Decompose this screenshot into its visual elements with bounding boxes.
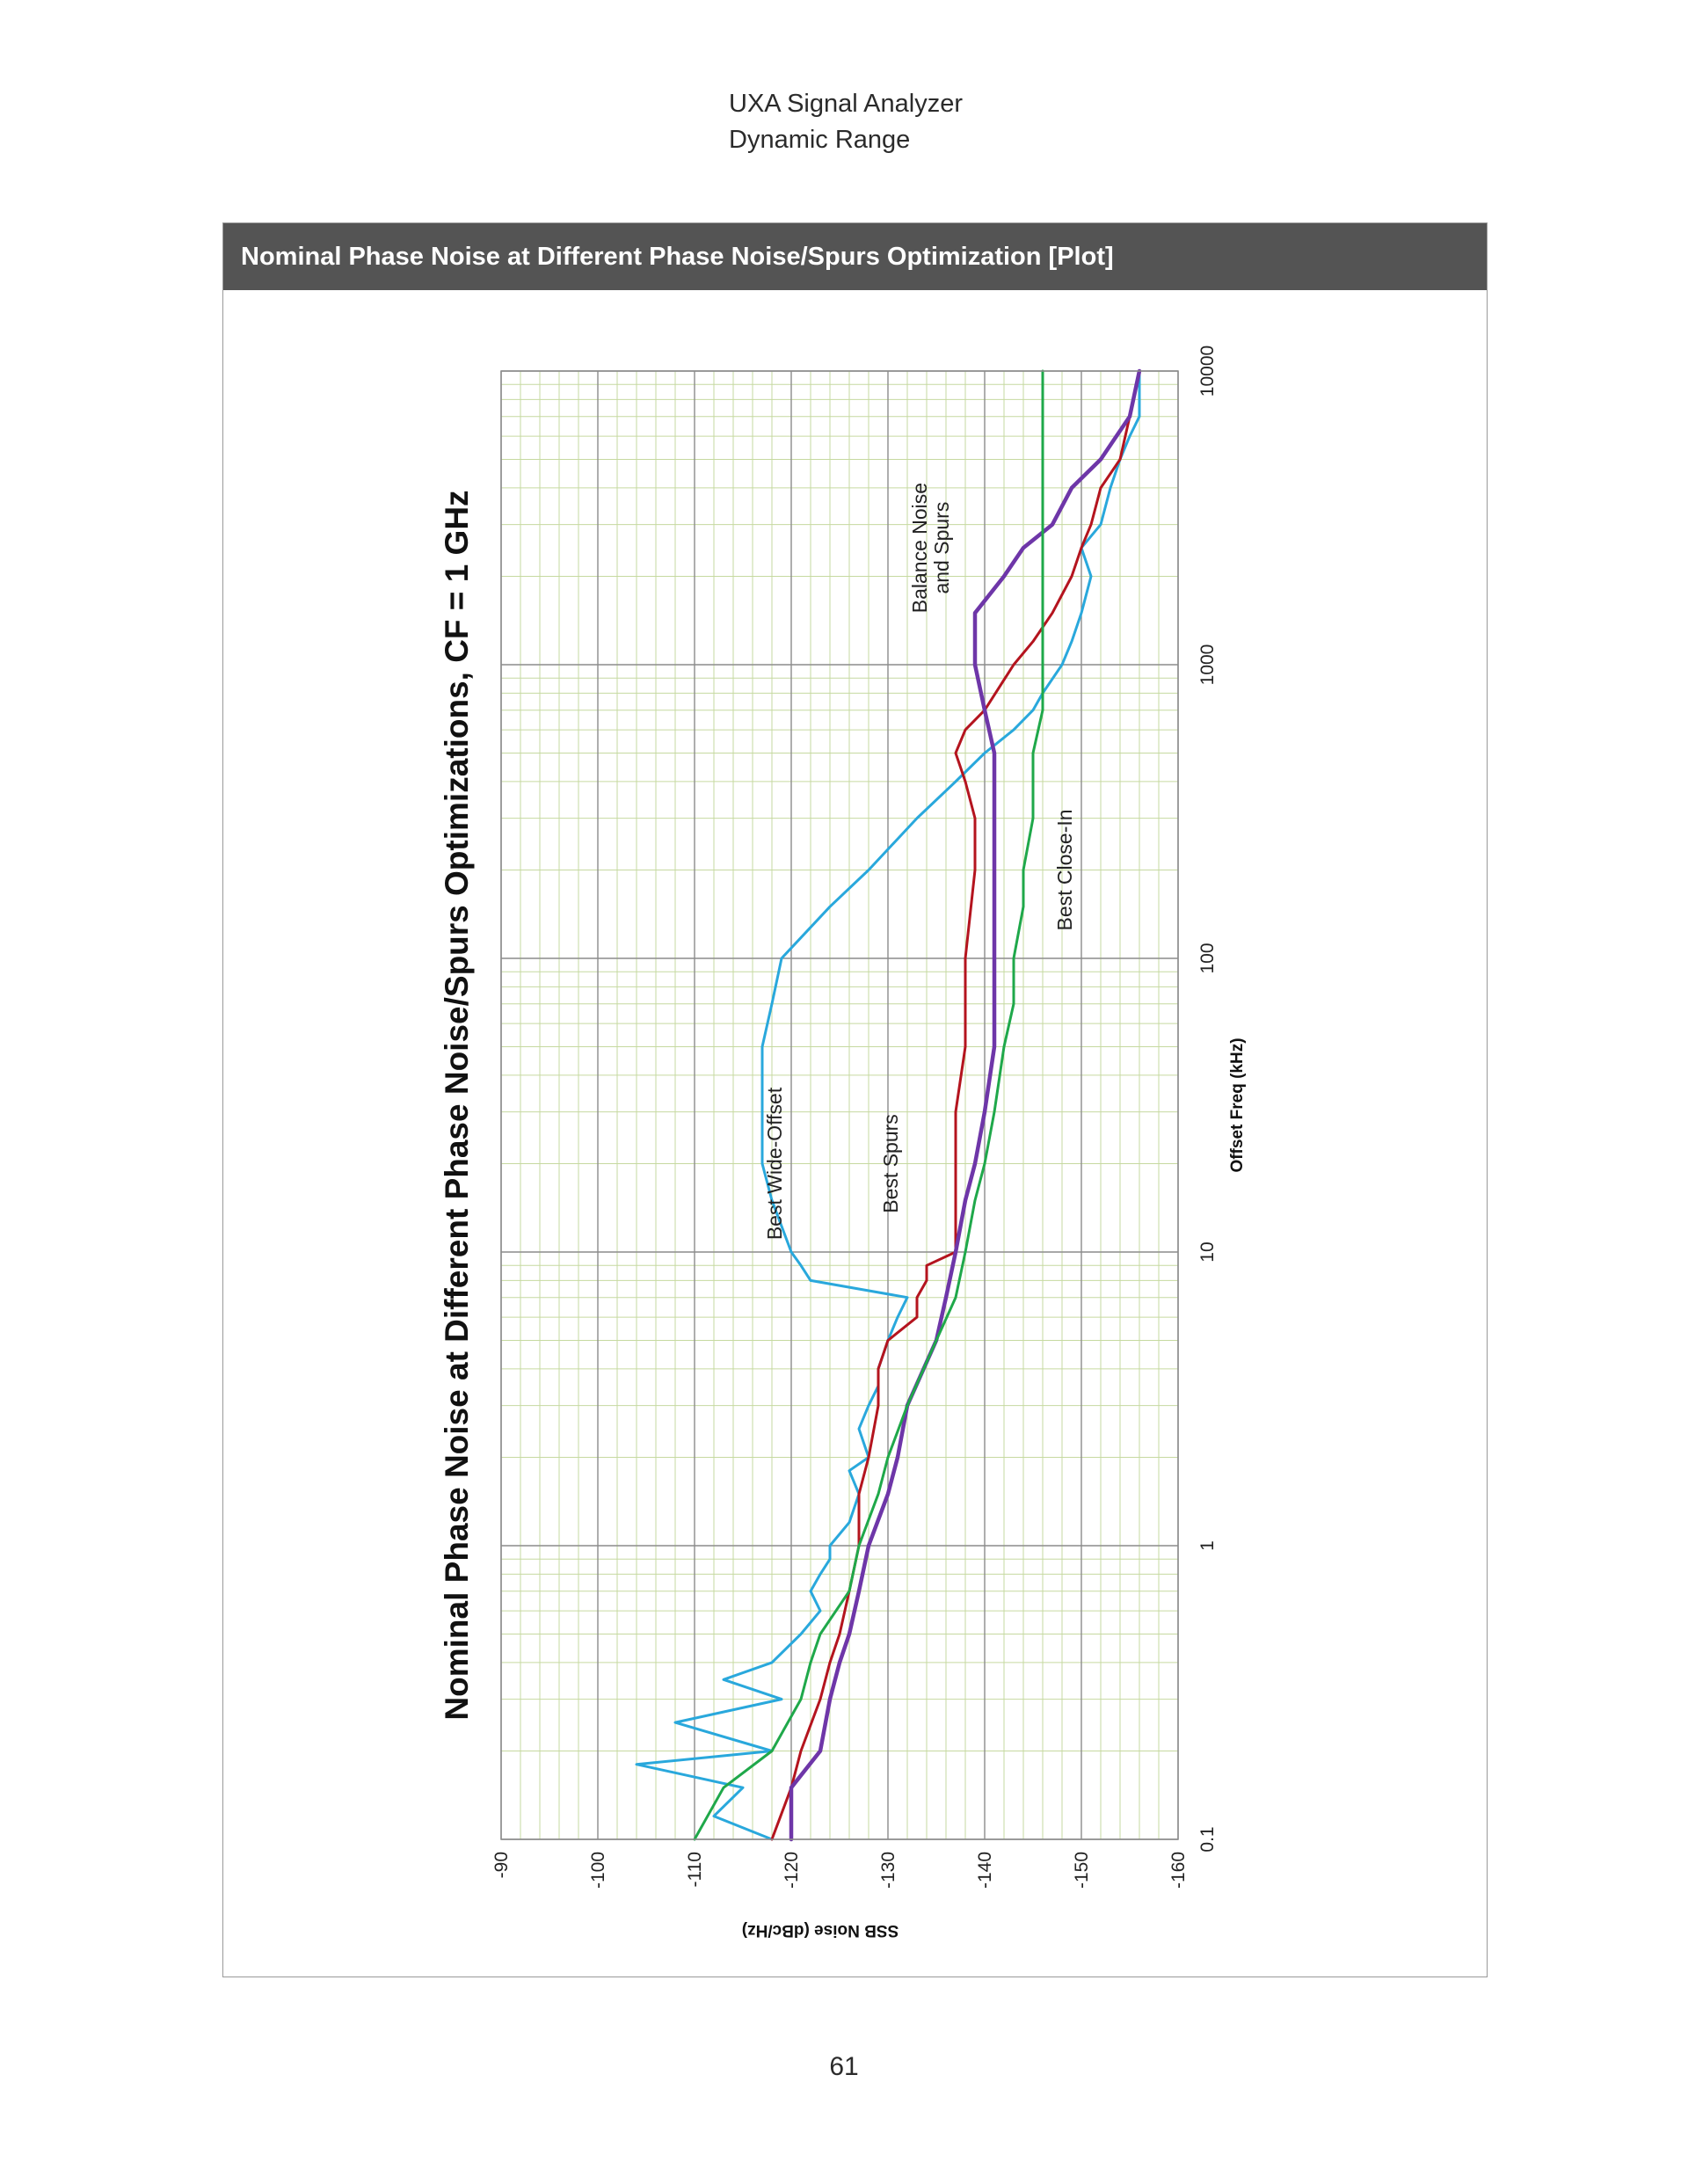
x-tick-label: 1 [1197, 1540, 1218, 1551]
series-label: Balance Noiseand Spurs [908, 483, 953, 613]
series-layer [635, 368, 1142, 1842]
x-tick-label: 0.1 [1197, 1826, 1218, 1852]
y-tick-label: -130 [878, 1852, 899, 1889]
series-line-best-close-in [693, 369, 1044, 1841]
y-tick-label: -150 [1072, 1852, 1092, 1889]
y-tick-label: -120 [782, 1852, 802, 1889]
plot-frame [500, 370, 1179, 1840]
y-axis-label-group: SSB Noise (dBc/Hz) [742, 1921, 899, 1940]
y-tick-label: -90 [491, 1852, 512, 1878]
running-header: UXA Signal Analyzer Dynamic Range [729, 86, 963, 158]
series-label: Best Close-In [1053, 809, 1076, 930]
y-tick-label: -160 [1168, 1852, 1189, 1889]
y-tick-label: -100 [588, 1852, 608, 1889]
x-tick-label: 10000 [1197, 346, 1218, 397]
x-tick-label: 10 [1197, 1241, 1218, 1262]
header-product: UXA Signal Analyzer [729, 90, 963, 118]
plot-area [501, 371, 1178, 1839]
y-axis-label: SSB Noise (dBc/Hz) [742, 1921, 899, 1940]
chart-rotated-group: 0.1 1 10 100 1000 10000 -90 -100 -110 -120 -130 -14… [439, 346, 1247, 1889]
x-axis-label: Offset Freq (kHz) [1228, 1037, 1247, 1172]
figure-title-bar: Nominal Phase Noise at Different Phase N… [223, 223, 1487, 290]
series-labels: Best Wide-Offset Best Spurs Balance Noisea… [763, 483, 1076, 1240]
y-tick-label: -110 [685, 1852, 705, 1887]
series-label: Best Spurs [879, 1114, 902, 1213]
chart-title: Nominal Phase Noise at Different Phase N… [439, 490, 475, 1720]
figure-box: Nominal Phase Noise at Different Phase N… [222, 222, 1488, 1977]
series-line-balance-noise-and-spurs [789, 368, 1142, 1842]
header-section: Dynamic Range [729, 126, 911, 154]
series-label: Best Wide-Offset [763, 1087, 786, 1240]
x-tick-label: 1000 [1197, 644, 1218, 686]
figure-title: Nominal Phase Noise at Different Phase N… [241, 243, 1114, 271]
page-number: 61 [829, 2052, 859, 2081]
series-line-best-wide-offset [635, 369, 1141, 1841]
y-tick-label: -140 [975, 1852, 995, 1889]
x-tick-label: 100 [1197, 943, 1218, 973]
tick-labels: 0.1 1 10 100 1000 10000 -90 -100 -110 -120 -130 -14… [491, 346, 1218, 1889]
